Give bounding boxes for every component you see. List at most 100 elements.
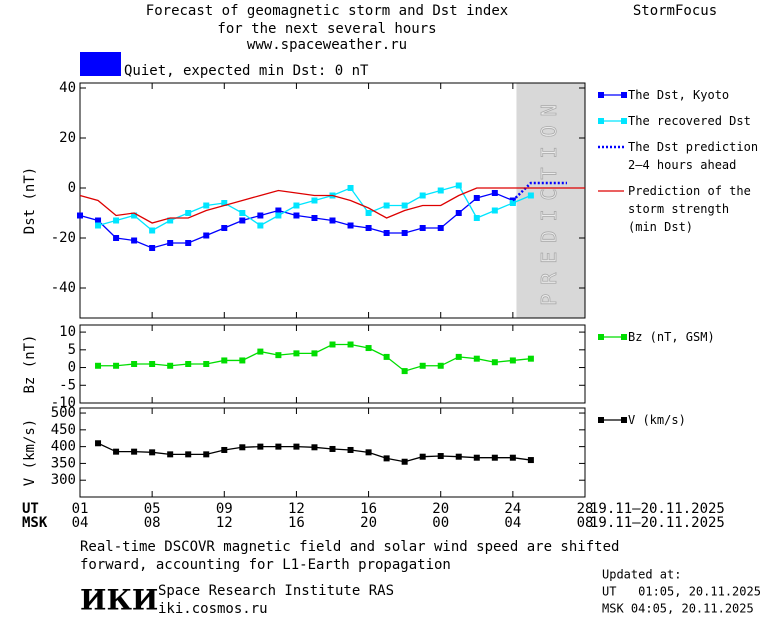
site: iki.cosmos.ru bbox=[158, 601, 268, 617]
data-point bbox=[347, 185, 354, 191]
data-point bbox=[455, 182, 462, 189]
data-point bbox=[257, 348, 264, 355]
data-point bbox=[293, 202, 300, 209]
legend-marker bbox=[621, 92, 627, 98]
data-point bbox=[185, 361, 192, 367]
data-point bbox=[131, 448, 138, 455]
site-url: www.spaceweather.ru bbox=[247, 37, 407, 53]
data-point bbox=[203, 202, 210, 209]
data-point bbox=[257, 443, 264, 450]
data-point bbox=[527, 192, 534, 199]
y-tick-label: 350 bbox=[51, 455, 76, 471]
x-row-label: MSK bbox=[22, 515, 48, 531]
data-point bbox=[455, 453, 462, 460]
data-point bbox=[149, 449, 156, 456]
legend-entry: The Dst, Kyoto bbox=[628, 88, 730, 102]
data-point bbox=[401, 202, 408, 209]
updated: MSK 04:05, 20.11.2025 bbox=[602, 602, 754, 616]
logo: ИКИ bbox=[80, 584, 158, 617]
panel-frame bbox=[79, 82, 586, 319]
data-point bbox=[455, 353, 462, 360]
data-point bbox=[365, 449, 372, 456]
legend-entry: The recovered Dst bbox=[628, 114, 751, 128]
data-point bbox=[329, 217, 336, 224]
data-point bbox=[509, 454, 516, 461]
series-line bbox=[511, 181, 567, 202]
data-point bbox=[293, 350, 300, 357]
data-point bbox=[311, 350, 318, 357]
data-point bbox=[347, 341, 354, 348]
data-point bbox=[167, 451, 174, 458]
x-tick-label-msk: 12 bbox=[216, 515, 233, 531]
x-tick-label-msk: 20 bbox=[360, 515, 377, 531]
data-point bbox=[239, 444, 246, 451]
x-tick-label: 16 bbox=[360, 501, 377, 517]
date-range: 19.11–20.11.2025 bbox=[590, 515, 725, 531]
y-tick-label: 0 bbox=[68, 360, 76, 376]
legend-marker bbox=[621, 118, 627, 124]
data-point bbox=[473, 195, 480, 201]
data-point bbox=[419, 225, 426, 231]
data-point bbox=[131, 361, 138, 367]
data-point bbox=[401, 368, 408, 375]
legend-marker bbox=[621, 334, 627, 340]
legend-marker bbox=[621, 417, 627, 423]
prediction-label: PREDICTION bbox=[537, 95, 561, 305]
data-point bbox=[419, 192, 426, 199]
data-point bbox=[383, 353, 390, 360]
data-point bbox=[311, 197, 318, 204]
x-tick-label-msk: 16 bbox=[288, 515, 305, 531]
data-point bbox=[293, 443, 300, 450]
data-point bbox=[275, 352, 282, 359]
data-point bbox=[149, 245, 156, 251]
status-box bbox=[80, 52, 121, 76]
data-point bbox=[221, 357, 228, 364]
legend-marker bbox=[598, 92, 604, 98]
legend-entry: The Dst prediction 2–4 hours ahead bbox=[628, 140, 759, 172]
data-point bbox=[185, 451, 192, 458]
data-point bbox=[401, 230, 408, 236]
data-point bbox=[437, 187, 444, 194]
data-point bbox=[419, 453, 426, 460]
data-point bbox=[185, 240, 192, 246]
data-point bbox=[527, 457, 534, 464]
x-tick-label-msk: 04 bbox=[72, 515, 89, 531]
data-point bbox=[527, 355, 534, 362]
y-tick-label: -20 bbox=[51, 230, 76, 246]
y-tick-label: -5 bbox=[59, 377, 76, 393]
panel-frame bbox=[79, 407, 586, 498]
data-point bbox=[491, 190, 498, 196]
data-point bbox=[203, 361, 210, 367]
y-tick-label: 500 bbox=[51, 405, 76, 421]
data-point bbox=[473, 355, 480, 362]
y-tick-label: 40 bbox=[59, 80, 76, 96]
legend-marker bbox=[598, 118, 604, 124]
data-point bbox=[311, 444, 318, 451]
y-tick-label: 400 bbox=[51, 439, 76, 455]
data-point bbox=[293, 212, 300, 219]
data-point bbox=[131, 237, 138, 244]
subtitle: for the next several hours bbox=[217, 21, 436, 37]
data-point bbox=[437, 362, 444, 369]
title: Forecast of geomagnetic storm and Dst in… bbox=[146, 3, 508, 19]
data-point bbox=[419, 362, 426, 369]
data-point bbox=[383, 230, 390, 236]
data-point bbox=[275, 443, 282, 450]
y-tick-label: 450 bbox=[51, 422, 76, 438]
y-tick-label: -40 bbox=[51, 280, 76, 296]
data-point bbox=[365, 225, 372, 231]
x-tick-label-msk: 08 bbox=[577, 515, 594, 531]
series-line bbox=[79, 187, 585, 224]
legend-entry: V (km/s) bbox=[628, 413, 686, 427]
x-tick-label-msk: 04 bbox=[504, 515, 521, 531]
data-point bbox=[167, 217, 174, 224]
data-point bbox=[347, 446, 354, 453]
data-point bbox=[239, 357, 246, 364]
date-range: 19.11–20.11.2025 bbox=[590, 501, 725, 517]
data-point bbox=[221, 446, 228, 453]
x-tick-label: 20 bbox=[432, 501, 449, 517]
x-tick-label-msk: 00 bbox=[432, 515, 449, 531]
data-point bbox=[383, 202, 390, 209]
